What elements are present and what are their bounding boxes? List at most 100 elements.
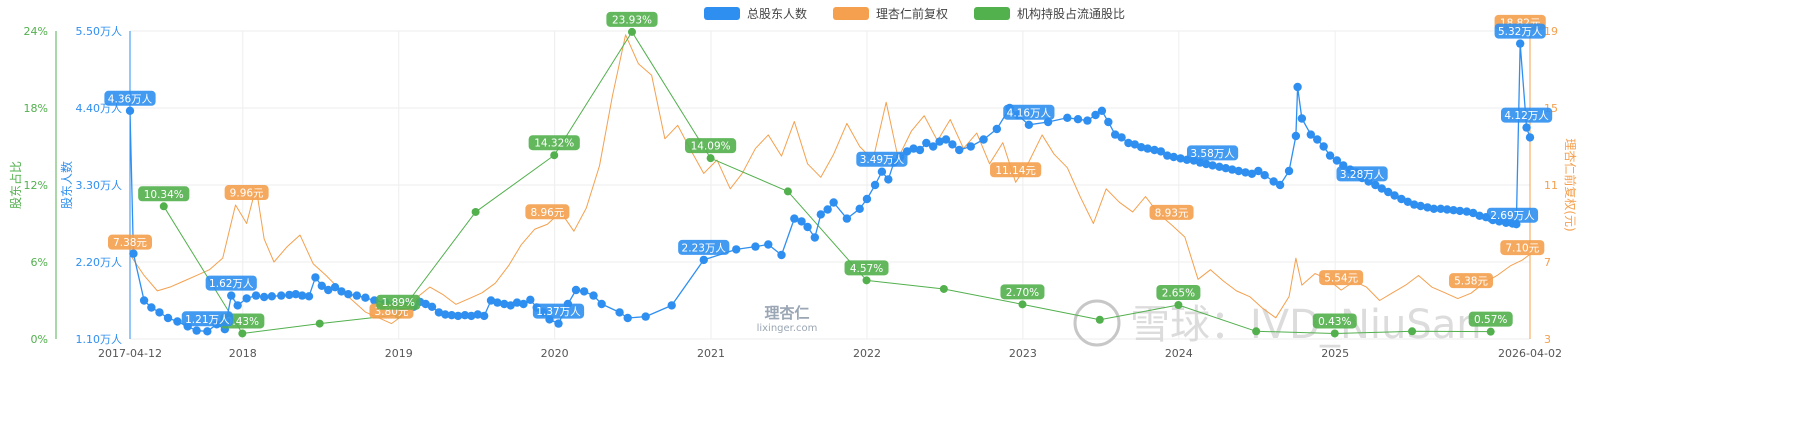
holders-point [823,205,832,214]
inst-point [1408,327,1417,336]
holders-point [842,214,852,223]
holders-point [1371,180,1380,190]
holders-data-label-bg [181,311,233,327]
inst-data-label-text: 14.32% [534,138,574,150]
holders-point [810,233,820,242]
holders-point [803,222,812,232]
holders-point [699,255,708,265]
holders-point [1313,135,1322,144]
holders-point [1442,205,1452,214]
holders-point [512,298,522,307]
holders-point [941,135,951,144]
holders-point [1063,113,1072,123]
holders-point [751,242,760,251]
holders-point [259,292,269,302]
holders-point [317,281,327,290]
x-tick-label: 2021 [697,347,725,360]
inst-data-label: 2.65% [1156,284,1201,300]
holders-point [1397,194,1406,204]
holders-data-label-text: 5.32万人 [1498,26,1543,38]
holders-point [732,245,741,254]
legend-swatch [704,7,740,20]
price-data-label-bg [990,162,1042,178]
holders-point [855,204,864,213]
inst-point [315,319,324,328]
holders-point [1176,154,1185,163]
holders-point [1024,120,1034,129]
holders-point [862,194,872,204]
holders-point [1169,152,1178,162]
price-data-label: 9.96元 [224,185,269,201]
holders-point [519,299,528,309]
holders-point [1410,200,1419,209]
holders-point [267,292,277,301]
holders-data-label: 1.37万人 [532,303,585,319]
inst-data-label-text: 0.57% [1474,314,1507,326]
holders-point [361,293,370,302]
inst-data-label: 1.89% [376,294,421,310]
inst-data-label-text: 1.89% [382,297,415,309]
holders-point [1150,145,1159,155]
holders-point [1468,208,1478,218]
inst-data-label-bg [684,138,737,154]
inst-data-label: 14.09% [684,138,737,154]
holders-point [427,302,437,311]
holders-point [242,294,251,303]
inst-data-label: 2.70% [1000,284,1045,300]
holders-point [506,301,515,310]
holders-point [928,142,938,151]
right-tick-label: 3 [1544,333,1551,346]
left-inner-axis-title: 股东人数 [59,161,74,209]
right-tick-label: 11 [1544,179,1558,192]
holders-point [192,326,201,335]
holders-point [797,217,806,226]
holders-point [1091,110,1100,120]
inst-data-label-bg [1468,311,1513,327]
holders-point [1247,169,1257,178]
legend-item-0[interactable]: 总股东人数 [704,5,807,22]
holders-data-label-text: 1.37万人 [536,306,581,318]
price-data-label-text: 7.10元 [1505,243,1539,255]
legend-label: 总股东人数 [747,7,808,21]
legend-item-2[interactable]: 机构持股占流通股比 [974,5,1125,22]
inst-data-label-text: 2.70% [1006,287,1039,299]
price-data-label-text: 5.54元 [1324,273,1358,285]
holders-data-label-text: 1.21万人 [185,314,230,326]
holders-data-label-text: 2.23万人 [682,242,727,254]
holders-data-label-text: 3.58万人 [1190,148,1235,160]
holders-point [829,198,838,207]
inst-data-label-bg [1000,284,1045,300]
holders-point [1156,147,1166,156]
holders-point [125,106,135,116]
chart-legend: 总股东人数 理杏仁前复权 机构持股占流通股比 [704,5,1125,22]
inst-data-label-text: 14.09% [691,141,731,153]
holders-data-label: 3.28万人 [1336,166,1388,182]
holders-data-label: 3.49万人 [856,151,908,167]
holders-point [147,303,156,312]
left-outer-tick-label: 18% [24,102,48,115]
holders-data-label-text: 1.62万人 [209,278,254,290]
holders-point [1254,166,1263,176]
holders-point [1228,165,1237,174]
holders-point [277,291,286,300]
inst-point [550,151,559,160]
holders-series [125,39,1535,336]
price-data-label-text: 7.38元 [113,237,147,249]
inst-point [627,27,636,36]
holders-point [777,250,786,260]
holders-point [1462,207,1471,216]
holders-point [251,291,261,300]
legend-item-1[interactable]: 理杏仁前复权 [833,5,948,22]
watermark-logo-icon [1073,299,1121,347]
holders-point [554,319,563,328]
holders-point [877,167,887,176]
holders-data-label: 3.58万人 [1186,145,1239,161]
legend-swatch [974,7,1011,20]
holders-data-label-text: 4.36万人 [108,93,153,105]
inst-data-label-bg [1156,284,1201,300]
holders-point [1377,184,1386,193]
x-tick-label: 2018 [229,347,257,360]
holders-point [434,308,444,317]
inst-data-label-text: 10.34% [144,189,184,201]
holders-point [479,311,489,321]
